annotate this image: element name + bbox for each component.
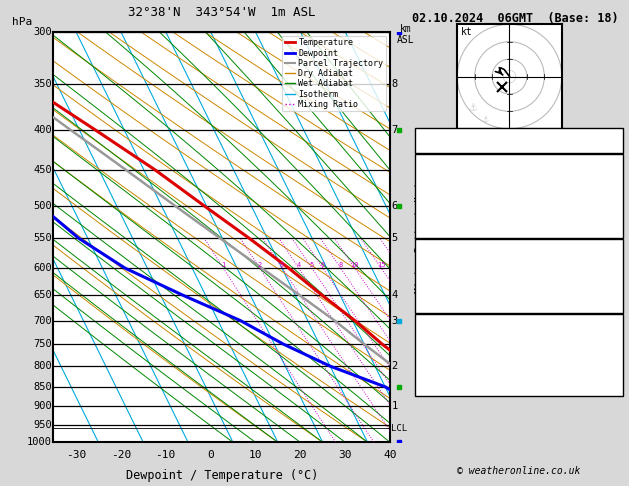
Text: 8: 8	[338, 262, 343, 268]
Text: CIN (J): CIN (J)	[420, 291, 461, 301]
Text: 3: 3	[612, 268, 618, 278]
Text: K: K	[420, 134, 426, 143]
Text: 36°: 36°	[600, 352, 618, 362]
Text: 3: 3	[392, 315, 398, 326]
Text: StmSpd (kt): StmSpd (kt)	[420, 367, 485, 378]
Text: 4: 4	[392, 290, 398, 300]
Text: 1: 1	[221, 262, 225, 268]
Text: hPa: hPa	[12, 17, 32, 27]
Text: θₑ (K): θₑ (K)	[420, 257, 455, 266]
Text: 24: 24	[606, 134, 618, 143]
Text: 2: 2	[257, 262, 262, 268]
Text: 20: 20	[294, 450, 307, 460]
Text: -1: -1	[606, 320, 618, 330]
Text: 950: 950	[33, 420, 52, 430]
Text: 1: 1	[392, 401, 398, 411]
Text: Lifted Index: Lifted Index	[420, 268, 491, 278]
Text: Totals Totals: Totals Totals	[420, 138, 496, 148]
Text: 8: 8	[392, 79, 398, 89]
Text: 300: 300	[33, 27, 52, 36]
Text: 02.10.2024  06GMT  (Base: 18): 02.10.2024 06GMT (Base: 18)	[412, 12, 618, 25]
Text: 800: 800	[33, 361, 52, 371]
Text: 0: 0	[612, 216, 618, 226]
Text: 700: 700	[33, 315, 52, 326]
Text: 1020: 1020	[594, 245, 618, 255]
Text: 15: 15	[377, 262, 386, 268]
Text: CAPE (J): CAPE (J)	[420, 205, 467, 215]
Text: Hodograph: Hodograph	[491, 315, 547, 325]
Text: 3.77: 3.77	[594, 142, 618, 152]
Text: Mixing Ratio (g/kg): Mixing Ratio (g/kg)	[415, 181, 425, 293]
Text: 18.8: 18.8	[594, 171, 618, 181]
Text: 38: 38	[606, 138, 618, 148]
Text: 850: 850	[33, 382, 52, 392]
Text: km
ASL: km ASL	[397, 24, 415, 45]
Text: -10: -10	[155, 450, 175, 460]
Text: Dewp (°C): Dewp (°C)	[420, 171, 473, 181]
Text: 332: 332	[600, 257, 618, 266]
Text: 0: 0	[207, 450, 214, 460]
Text: StmDir: StmDir	[420, 352, 455, 362]
Text: 10: 10	[350, 262, 359, 268]
Text: Dewpoint / Temperature (°C): Dewpoint / Temperature (°C)	[126, 469, 318, 482]
Text: 0: 0	[612, 291, 618, 301]
Text: 332: 332	[600, 182, 618, 192]
Text: 3: 3	[612, 193, 618, 204]
Text: 350: 350	[33, 79, 52, 89]
Text: LCL: LCL	[391, 424, 407, 433]
Text: 600: 600	[33, 263, 52, 273]
Text: 0: 0	[612, 279, 618, 290]
Text: 500: 500	[33, 201, 52, 211]
Text: 2: 2	[392, 361, 398, 371]
Legend: Temperature, Dewpoint, Parcel Trajectory, Dry Adiabat, Wet Adiabat, Isotherm, Mi: Temperature, Dewpoint, Parcel Trajectory…	[282, 36, 386, 111]
Text: ⚓: ⚓	[468, 104, 476, 113]
Text: 5: 5	[392, 233, 398, 243]
Text: Temp (°C): Temp (°C)	[420, 160, 473, 170]
Text: 5: 5	[612, 336, 618, 346]
Text: θₑ(K): θₑ(K)	[420, 182, 450, 192]
Text: © weatheronline.co.uk: © weatheronline.co.uk	[457, 466, 581, 476]
Text: Most Unstable: Most Unstable	[478, 240, 560, 249]
Text: 22.7: 22.7	[594, 160, 618, 170]
Text: kt: kt	[460, 27, 472, 37]
Text: 10: 10	[248, 450, 262, 460]
Text: Surface: Surface	[497, 155, 541, 164]
Text: ⚓: ⚓	[482, 115, 489, 124]
Text: -20: -20	[111, 450, 131, 460]
Text: 32°38'N  343°54'W  1m ASL: 32°38'N 343°54'W 1m ASL	[128, 6, 316, 19]
Text: SREH: SREH	[420, 336, 443, 346]
Text: 9: 9	[612, 367, 618, 378]
Text: 650: 650	[33, 290, 52, 300]
Text: 0: 0	[612, 205, 618, 215]
Text: EH: EH	[420, 320, 432, 330]
Text: -30: -30	[66, 450, 86, 460]
Text: 750: 750	[33, 339, 52, 349]
Text: 400: 400	[33, 125, 52, 135]
Text: 40: 40	[383, 450, 397, 460]
Text: 450: 450	[33, 165, 52, 175]
Text: CAPE (J): CAPE (J)	[420, 279, 467, 290]
Text: Pressure (mb): Pressure (mb)	[420, 245, 496, 255]
Text: 5: 5	[309, 262, 314, 268]
Text: 4: 4	[296, 262, 301, 268]
Text: 6: 6	[392, 201, 398, 211]
Text: PW (cm): PW (cm)	[420, 142, 461, 152]
Text: 900: 900	[33, 401, 52, 411]
Text: 550: 550	[33, 233, 52, 243]
Text: 3: 3	[280, 262, 284, 268]
Text: 7: 7	[392, 125, 398, 135]
Text: 30: 30	[338, 450, 352, 460]
Text: 1000: 1000	[27, 437, 52, 447]
Text: CIN (J): CIN (J)	[420, 216, 461, 226]
Text: 6: 6	[321, 262, 325, 268]
Text: Lifted Index: Lifted Index	[420, 193, 491, 204]
